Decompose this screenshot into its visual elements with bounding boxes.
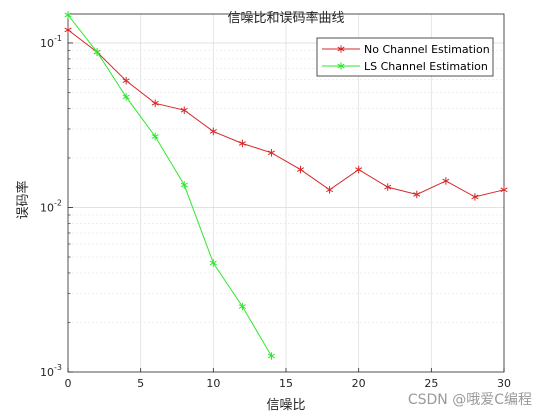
data-point-marker [238,302,246,311]
y-tick-label: 10-1 [40,34,62,50]
legend: No Channel Estimation LS Channel Estimati… [316,37,494,77]
grid-lines [68,14,504,372]
x-tick-label: 30 [497,377,511,390]
data-point-marker [151,99,159,108]
watermark: CSDN @哦爱C编程 [408,392,532,408]
data-point-marker [122,93,130,101]
legend-box [316,37,494,77]
axis-ticks: 0 5 10 15 20 25 30 10-1 10-2 10-3 [40,34,511,390]
data-point-marker [238,139,246,148]
data-point-marker [326,186,334,194]
data-point-marker [93,48,101,56]
data-point-marker [355,165,363,174]
x-tick-label: 5 [137,377,144,390]
data-series [64,11,508,360]
data-point-marker [471,193,479,201]
data-point-marker [180,106,188,115]
x-tick-label: 0 [65,377,72,390]
data-point-marker [337,62,345,70]
data-point-marker [122,76,130,85]
data-point-marker [500,186,508,194]
legend-label: No Channel Estimation [364,43,490,56]
x-axis-label: 信噪比 [266,398,305,413]
data-point-marker [384,183,392,191]
x-tick-label: 25 [424,377,438,390]
data-point-marker [151,132,159,141]
data-point-marker [296,165,305,174]
legend-label: LS Channel Estimation [364,60,488,73]
y-axis-label: 误码率 [15,180,31,219]
x-tick-label: 10 [206,377,220,390]
data-point-marker [64,26,72,34]
y-tick-label: 10-2 [40,198,62,214]
y-tick-label: 10-3 [40,363,62,379]
data-point-marker [209,259,217,267]
x-tick-label: 20 [352,377,366,390]
x-tick-label: 15 [279,377,293,390]
data-point-marker [64,11,72,19]
data-point-marker [209,127,217,136]
chart-title: 信噪比和误码率曲线 [227,10,344,26]
data-point-marker [267,148,276,157]
series-line [67,29,505,198]
data-point-marker [413,190,421,199]
data-point-marker [180,181,188,189]
data-point-marker [267,352,276,360]
data-point-marker [337,45,345,53]
data-point-marker [442,177,450,185]
series-line [67,14,272,357]
